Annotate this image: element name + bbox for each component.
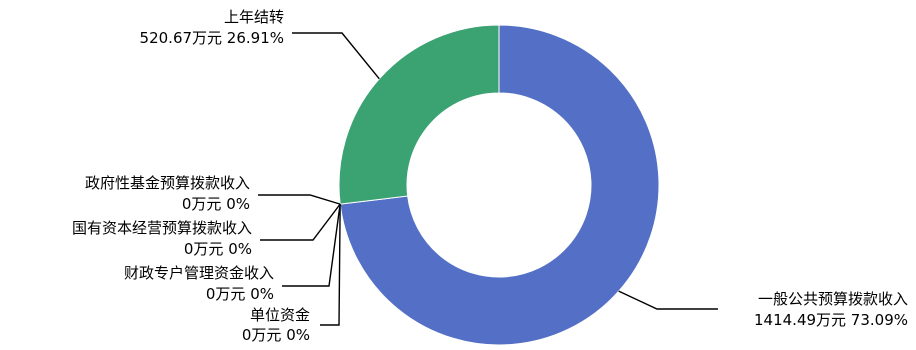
slice-labels: 一般公共预算拨款收入 1414.49万元 73.09% 单位资金 0万元 0% 财政专户… [72, 8, 908, 344]
slice-0-arc [339, 24, 660, 346]
slice-0-name-label: 一般公共预算拨款收入 [758, 290, 908, 308]
slice-4-leader-line [258, 194, 341, 205]
slice-0-value-label: 1414.49万元 73.09% [754, 311, 908, 329]
slice-0-leader-line [618, 290, 718, 310]
slice-1-name-label: 单位资金 [250, 306, 310, 324]
slice-5-leader-line [292, 32, 380, 80]
slice-1-leader-line [320, 204, 341, 326]
donut-slices [338, 24, 660, 346]
slice-3-name-label: 国有资本经营预算拨款收入 [72, 219, 252, 237]
slice-2-name-label: 财政专户管理资金收入 [124, 264, 274, 282]
slice-2-leader-line [282, 204, 341, 287]
slice-3-leader-line [260, 203, 341, 241]
slice-1-value-label: 0万元 0% [242, 326, 310, 344]
slice-2-value-label: 0万元 0% [206, 285, 274, 303]
slice-5-name-label: 上年结转 [224, 8, 284, 26]
slice-3-value-label: 0万元 0% [184, 240, 252, 258]
slice-4-value-label: 0万元 0% [182, 195, 250, 213]
slice-4-name-label: 政府性基金预算拨款收入 [85, 174, 250, 192]
leader-lines [258, 32, 718, 326]
slice-5-arc [338, 24, 500, 205]
slice-5-value-label: 520.67万元 26.91% [140, 29, 284, 47]
